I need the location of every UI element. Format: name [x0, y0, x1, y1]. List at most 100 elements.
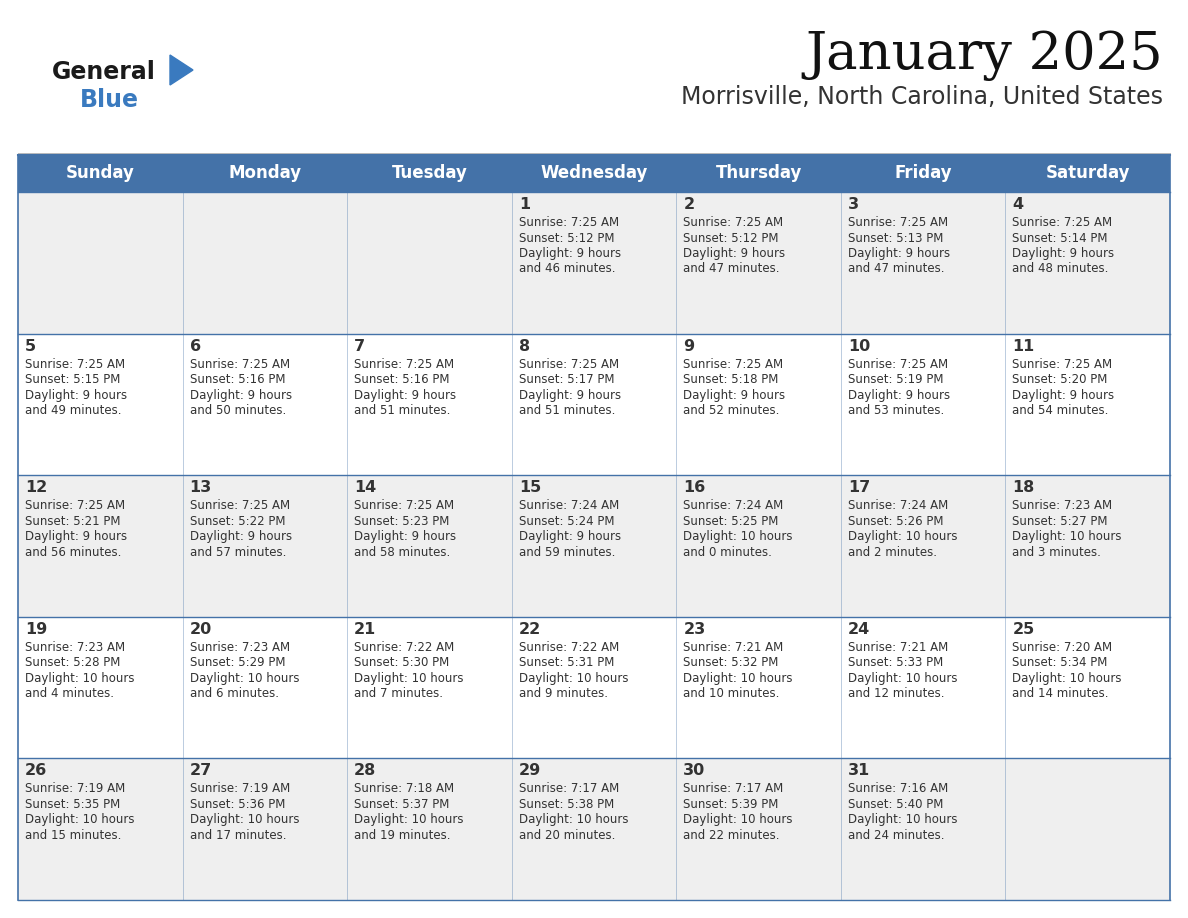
Text: Sunrise: 7:24 AM: Sunrise: 7:24 AM — [519, 499, 619, 512]
Text: 20: 20 — [190, 621, 211, 637]
Text: and 53 minutes.: and 53 minutes. — [848, 404, 944, 417]
Text: Sunrise: 7:25 AM: Sunrise: 7:25 AM — [848, 358, 948, 371]
Text: Sunset: 5:23 PM: Sunset: 5:23 PM — [354, 515, 449, 528]
Text: 28: 28 — [354, 764, 377, 778]
Text: Sunset: 5:16 PM: Sunset: 5:16 PM — [190, 373, 285, 386]
Text: and 24 minutes.: and 24 minutes. — [848, 829, 944, 842]
Text: Sunrise: 7:22 AM: Sunrise: 7:22 AM — [354, 641, 454, 654]
Text: Daylight: 9 hours: Daylight: 9 hours — [848, 247, 950, 260]
Text: and 51 minutes.: and 51 minutes. — [519, 404, 615, 417]
Text: and 17 minutes.: and 17 minutes. — [190, 829, 286, 842]
Text: Sunset: 5:33 PM: Sunset: 5:33 PM — [848, 656, 943, 669]
Text: 31: 31 — [848, 764, 870, 778]
Text: 5: 5 — [25, 339, 36, 353]
Text: Daylight: 10 hours: Daylight: 10 hours — [190, 672, 299, 685]
Text: 15: 15 — [519, 480, 541, 495]
Text: Thursday: Thursday — [715, 164, 802, 183]
Text: Sunrise: 7:21 AM: Sunrise: 7:21 AM — [683, 641, 784, 654]
Text: and 10 minutes.: and 10 minutes. — [683, 688, 779, 700]
Text: 25: 25 — [1012, 621, 1035, 637]
Text: Daylight: 10 hours: Daylight: 10 hours — [1012, 531, 1121, 543]
Text: Daylight: 10 hours: Daylight: 10 hours — [190, 813, 299, 826]
Text: Sunrise: 7:25 AM: Sunrise: 7:25 AM — [25, 499, 125, 512]
Text: and 15 minutes.: and 15 minutes. — [25, 829, 121, 842]
Bar — [18, 192, 1170, 333]
Text: Sunrise: 7:23 AM: Sunrise: 7:23 AM — [25, 641, 125, 654]
Text: 7: 7 — [354, 339, 365, 353]
Text: Sunrise: 7:22 AM: Sunrise: 7:22 AM — [519, 641, 619, 654]
Text: Daylight: 9 hours: Daylight: 9 hours — [1012, 388, 1114, 401]
Text: Daylight: 9 hours: Daylight: 9 hours — [25, 388, 127, 401]
Text: Daylight: 9 hours: Daylight: 9 hours — [354, 388, 456, 401]
Text: and 19 minutes.: and 19 minutes. — [354, 829, 450, 842]
Text: and 3 minutes.: and 3 minutes. — [1012, 545, 1101, 559]
Text: and 54 minutes.: and 54 minutes. — [1012, 404, 1108, 417]
Text: and 46 minutes.: and 46 minutes. — [519, 263, 615, 275]
Text: Sunset: 5:16 PM: Sunset: 5:16 PM — [354, 373, 449, 386]
Text: Sunrise: 7:19 AM: Sunrise: 7:19 AM — [190, 782, 290, 795]
Text: and 14 minutes.: and 14 minutes. — [1012, 688, 1108, 700]
Text: and 0 minutes.: and 0 minutes. — [683, 545, 772, 559]
Text: and 47 minutes.: and 47 minutes. — [683, 263, 779, 275]
Text: Daylight: 10 hours: Daylight: 10 hours — [848, 531, 958, 543]
Text: Sunrise: 7:25 AM: Sunrise: 7:25 AM — [25, 358, 125, 371]
Text: Sunrise: 7:24 AM: Sunrise: 7:24 AM — [683, 499, 784, 512]
Text: Friday: Friday — [895, 164, 952, 183]
Text: and 22 minutes.: and 22 minutes. — [683, 829, 779, 842]
Text: Sunset: 5:40 PM: Sunset: 5:40 PM — [848, 798, 943, 811]
Text: Daylight: 9 hours: Daylight: 9 hours — [354, 531, 456, 543]
Text: Sunset: 5:14 PM: Sunset: 5:14 PM — [1012, 231, 1108, 244]
Text: and 6 minutes.: and 6 minutes. — [190, 688, 278, 700]
Bar — [18, 617, 1170, 758]
Text: Daylight: 9 hours: Daylight: 9 hours — [190, 531, 292, 543]
Text: 10: 10 — [848, 339, 870, 353]
Text: Sunrise: 7:25 AM: Sunrise: 7:25 AM — [354, 499, 454, 512]
Text: Daylight: 9 hours: Daylight: 9 hours — [519, 388, 621, 401]
Bar — [18, 758, 1170, 900]
Text: 4: 4 — [1012, 197, 1024, 212]
Text: and 57 minutes.: and 57 minutes. — [190, 545, 286, 559]
Text: Sunrise: 7:25 AM: Sunrise: 7:25 AM — [1012, 216, 1112, 229]
Text: Sunset: 5:36 PM: Sunset: 5:36 PM — [190, 798, 285, 811]
Text: Sunrise: 7:25 AM: Sunrise: 7:25 AM — [190, 499, 290, 512]
Text: Sunset: 5:30 PM: Sunset: 5:30 PM — [354, 656, 449, 669]
Text: Sunrise: 7:23 AM: Sunrise: 7:23 AM — [1012, 499, 1112, 512]
Text: 11: 11 — [1012, 339, 1035, 353]
Text: Sunrise: 7:25 AM: Sunrise: 7:25 AM — [1012, 358, 1112, 371]
Text: 19: 19 — [25, 621, 48, 637]
Text: Sunrise: 7:18 AM: Sunrise: 7:18 AM — [354, 782, 454, 795]
Text: and 56 minutes.: and 56 minutes. — [25, 545, 121, 559]
Text: Morrisville, North Carolina, United States: Morrisville, North Carolina, United Stat… — [681, 85, 1163, 109]
Text: and 50 minutes.: and 50 minutes. — [190, 404, 286, 417]
Text: Daylight: 9 hours: Daylight: 9 hours — [1012, 247, 1114, 260]
Text: 2: 2 — [683, 197, 695, 212]
Text: Sunrise: 7:25 AM: Sunrise: 7:25 AM — [519, 358, 619, 371]
Text: Sunset: 5:13 PM: Sunset: 5:13 PM — [848, 231, 943, 244]
Text: 26: 26 — [25, 764, 48, 778]
Text: Sunrise: 7:20 AM: Sunrise: 7:20 AM — [1012, 641, 1112, 654]
Text: 22: 22 — [519, 621, 541, 637]
Text: Daylight: 10 hours: Daylight: 10 hours — [519, 672, 628, 685]
Text: Daylight: 9 hours: Daylight: 9 hours — [519, 531, 621, 543]
Text: Daylight: 9 hours: Daylight: 9 hours — [25, 531, 127, 543]
Text: Sunset: 5:25 PM: Sunset: 5:25 PM — [683, 515, 778, 528]
Text: Sunset: 5:24 PM: Sunset: 5:24 PM — [519, 515, 614, 528]
Text: Sunset: 5:34 PM: Sunset: 5:34 PM — [1012, 656, 1107, 669]
Text: Sunset: 5:19 PM: Sunset: 5:19 PM — [848, 373, 943, 386]
Text: and 47 minutes.: and 47 minutes. — [848, 263, 944, 275]
Text: Daylight: 9 hours: Daylight: 9 hours — [519, 247, 621, 260]
Text: 14: 14 — [354, 480, 377, 495]
Text: Sunset: 5:31 PM: Sunset: 5:31 PM — [519, 656, 614, 669]
Text: Saturday: Saturday — [1045, 164, 1130, 183]
Text: Sunrise: 7:17 AM: Sunrise: 7:17 AM — [683, 782, 784, 795]
Text: Sunset: 5:38 PM: Sunset: 5:38 PM — [519, 798, 614, 811]
Text: and 12 minutes.: and 12 minutes. — [848, 688, 944, 700]
Text: 23: 23 — [683, 621, 706, 637]
Text: Daylight: 10 hours: Daylight: 10 hours — [848, 672, 958, 685]
Text: Sunset: 5:29 PM: Sunset: 5:29 PM — [190, 656, 285, 669]
Text: 29: 29 — [519, 764, 541, 778]
Bar — [18, 476, 1170, 617]
Text: Daylight: 10 hours: Daylight: 10 hours — [354, 672, 463, 685]
Text: Daylight: 10 hours: Daylight: 10 hours — [25, 672, 134, 685]
Text: and 20 minutes.: and 20 minutes. — [519, 829, 615, 842]
